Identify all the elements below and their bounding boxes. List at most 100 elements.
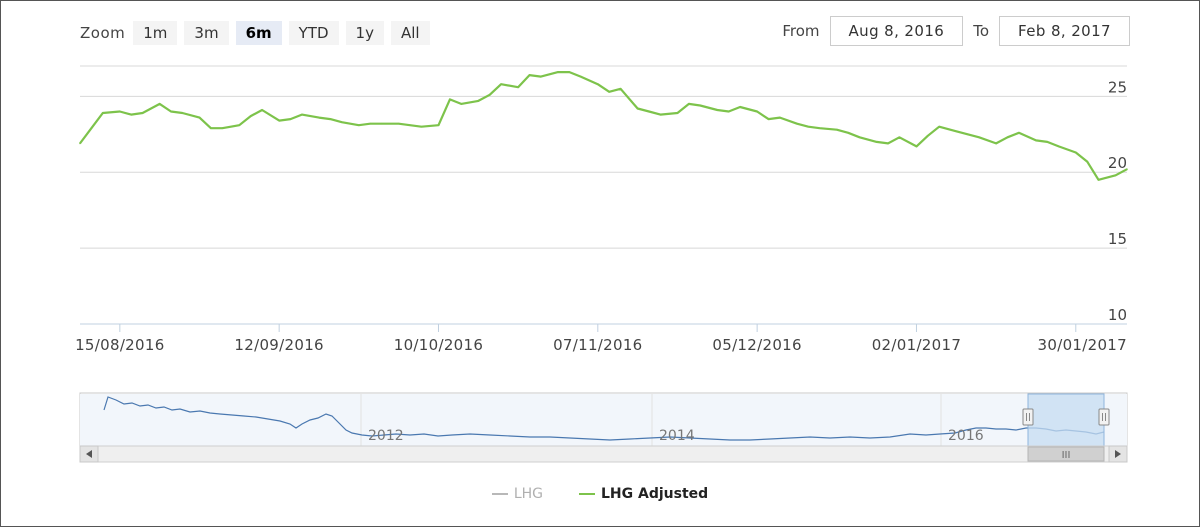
data-point <box>249 115 252 117</box>
y-tick-label-25: 25 <box>1108 78 1127 96</box>
data-point <box>756 110 758 113</box>
series-points <box>79 71 1128 181</box>
data-point <box>1035 139 1037 142</box>
data-point <box>500 83 502 85</box>
data-point <box>79 142 81 145</box>
data-point <box>688 103 690 105</box>
navigator-year-2012: 2012 <box>368 428 404 444</box>
y-axis-labels: 10 15 20 25 <box>1108 78 1127 324</box>
data-point <box>767 118 770 120</box>
data-point <box>488 94 491 96</box>
legend-item-lhg[interactable]: LHG <box>491 486 543 502</box>
data-point <box>796 122 798 125</box>
data-point <box>210 127 212 129</box>
data-point <box>420 125 423 128</box>
data-point <box>540 75 542 78</box>
data-point <box>807 125 810 128</box>
data-point <box>636 107 639 110</box>
zoom-button-3m[interactable]: 3m <box>184 21 229 45</box>
x-tick-label: 07/11/2016 <box>553 336 642 354</box>
data-point <box>779 116 781 119</box>
scrollbar-thumb[interactable] <box>1027 446 1105 462</box>
data-point <box>198 116 201 119</box>
data-point <box>318 116 320 119</box>
zoom-button-1y[interactable]: 1y <box>345 21 384 45</box>
data-point <box>221 127 224 129</box>
x-tick-label: 12/09/2016 <box>234 336 323 354</box>
legend-label-lhg-adjusted: LHG Adjusted <box>601 486 709 502</box>
data-point <box>181 112 184 114</box>
scroll-right-icon <box>1115 450 1121 458</box>
data-point <box>727 110 730 113</box>
zoom-toolbar: Zoom 1m 3m 6m YTD 1y All <box>80 20 437 46</box>
legend-symbol-lhg-adjusted <box>579 493 595 495</box>
zoom-button-all[interactable]: All <box>390 21 430 45</box>
y-tick-label-20: 20 <box>1108 154 1127 172</box>
data-point <box>170 110 172 113</box>
series-line-lhg-adjusted <box>79 71 1128 181</box>
from-label: From <box>782 22 820 40</box>
scrollbar-grip: III <box>1062 450 1071 461</box>
data-point <box>1097 179 1100 181</box>
data-point <box>716 109 719 111</box>
data-point <box>1018 132 1020 134</box>
data-point <box>847 132 849 134</box>
navigator[interactable]: 2012 2014 2016 <box>79 392 1128 449</box>
x-tick-label: 10/10/2016 <box>394 336 483 354</box>
data-point <box>659 113 662 116</box>
data-point <box>1114 174 1117 177</box>
zoom-button-1m[interactable]: 1m <box>133 21 178 45</box>
data-point <box>329 118 332 120</box>
to-label: To <box>973 22 990 40</box>
zoom-button-ytd[interactable]: YTD <box>288 21 339 45</box>
data-point <box>238 124 241 126</box>
data-point <box>141 112 144 114</box>
navigator-line <box>103 396 1105 441</box>
navigator-right-handle[interactable] <box>1098 408 1110 426</box>
data-point <box>90 127 93 129</box>
data-point <box>409 124 411 126</box>
data-point <box>449 98 451 101</box>
data-point <box>557 71 559 73</box>
data-point <box>995 142 997 145</box>
legend-item-lhg-adjusted[interactable]: LHG Adjusted <box>579 486 708 502</box>
data-point <box>477 100 480 102</box>
data-point <box>528 74 531 76</box>
data-point <box>158 103 161 105</box>
data-point <box>1057 145 1060 148</box>
scrollbar-track[interactable] <box>79 445 1128 463</box>
data-point <box>517 86 519 88</box>
data-point <box>289 118 292 120</box>
data-point <box>887 142 889 145</box>
zoom-button-6m[interactable]: 6m <box>235 21 282 45</box>
data-point <box>818 127 821 129</box>
scroll-left-icon <box>86 450 92 458</box>
to-date-input[interactable]: Feb 8, 2017 <box>999 16 1130 46</box>
y-tick-label-15: 15 <box>1108 230 1127 248</box>
legend: LHG LHG Adjusted <box>0 486 1200 502</box>
data-point <box>836 128 838 131</box>
data-point <box>978 136 980 139</box>
data-point <box>739 106 741 108</box>
data-point <box>397 122 400 125</box>
data-point <box>369 122 372 125</box>
scrollbar[interactable]: III <box>79 445 1128 463</box>
zoom-label: Zoom <box>80 24 126 42</box>
date-range-selector: From Aug 8, 2016 To Feb 8, 2017 <box>772 16 1130 46</box>
data-point <box>875 141 878 143</box>
navigator-year-2016: 2016 <box>948 428 984 444</box>
navigator-selected-range[interactable] <box>1027 393 1105 447</box>
x-axis-ticks: 15/08/2016 12/09/2016 10/10/2016 07/11/2016… <box>75 324 1127 354</box>
from-date-input[interactable]: Aug 8, 2016 <box>829 16 964 46</box>
data-point <box>301 113 303 116</box>
data-point <box>579 75 582 78</box>
legend-label-lhg: LHG <box>513 486 543 502</box>
data-point <box>380 122 383 125</box>
data-point <box>1046 141 1049 143</box>
data-point <box>619 88 622 90</box>
navigator-left-handle[interactable] <box>1022 408 1034 426</box>
data-point <box>119 110 121 113</box>
data-point <box>568 71 571 73</box>
y-tick-label-10: 10 <box>1108 306 1127 324</box>
data-point <box>1086 160 1088 163</box>
